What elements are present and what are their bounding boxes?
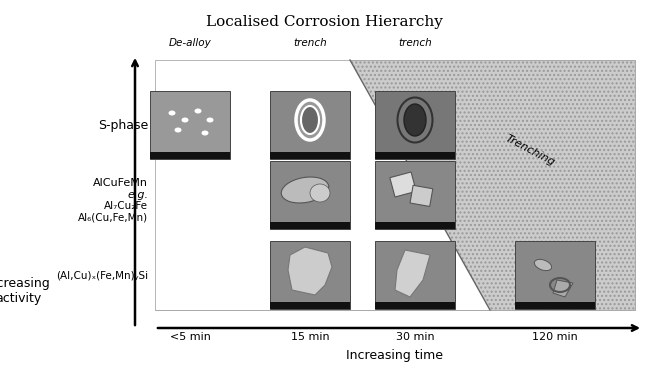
Text: (Al,Cu)ₓ(Fe,Mn)ᵧSi: (Al,Cu)ₓ(Fe,Mn)ᵧSi [56, 270, 148, 280]
Polygon shape [553, 280, 573, 297]
Ellipse shape [194, 108, 202, 114]
Ellipse shape [281, 177, 329, 203]
Ellipse shape [174, 128, 181, 132]
Bar [270, 222, 350, 229]
Text: Al₆(Cu,Fe,Mn): Al₆(Cu,Fe,Mn) [78, 212, 148, 222]
Bar [375, 222, 455, 229]
Text: trench: trench [293, 38, 327, 48]
Bar [375, 91, 455, 159]
Ellipse shape [301, 106, 319, 134]
Bar [150, 91, 230, 159]
Bar [155, 60, 635, 310]
Text: Trenching: Trenching [503, 133, 557, 167]
Text: S-phase: S-phase [98, 118, 148, 131]
Text: De-alloy: De-alloy [168, 38, 211, 48]
Bar [270, 302, 350, 309]
Bar [375, 161, 455, 229]
Text: Localised Corrosion Hierarchy: Localised Corrosion Hierarchy [205, 15, 443, 29]
Text: Al₇Cu₂Fe: Al₇Cu₂Fe [104, 201, 148, 211]
Text: 120 min: 120 min [532, 332, 578, 342]
Text: 15 min: 15 min [291, 332, 329, 342]
Bar [515, 241, 595, 309]
Text: Increasing time: Increasing time [347, 349, 443, 362]
Bar [515, 302, 595, 309]
Text: <5 min: <5 min [170, 332, 211, 342]
Text: AlCuFeMn: AlCuFeMn [93, 178, 148, 188]
Bar [390, 172, 416, 197]
Bar [155, 60, 635, 310]
Bar [375, 241, 455, 309]
Bar [270, 161, 350, 229]
Bar [270, 241, 350, 309]
Bar [150, 152, 230, 159]
Text: 30 min: 30 min [396, 332, 434, 342]
Bar [410, 185, 433, 206]
Ellipse shape [168, 111, 176, 115]
Text: Increasing
activity: Increasing activity [0, 277, 51, 305]
Polygon shape [288, 247, 332, 295]
Text: trench: trench [398, 38, 432, 48]
Bar [375, 152, 455, 159]
Ellipse shape [397, 98, 432, 142]
Bar [270, 152, 350, 159]
Ellipse shape [207, 118, 213, 122]
Ellipse shape [404, 104, 426, 136]
Ellipse shape [181, 118, 189, 122]
Bar [270, 91, 350, 159]
Bar [375, 302, 455, 309]
Ellipse shape [202, 131, 209, 135]
Polygon shape [155, 60, 490, 310]
Polygon shape [395, 250, 430, 297]
Ellipse shape [535, 259, 551, 270]
Ellipse shape [310, 184, 330, 202]
Text: e.g.: e.g. [127, 190, 148, 200]
Ellipse shape [296, 100, 324, 140]
